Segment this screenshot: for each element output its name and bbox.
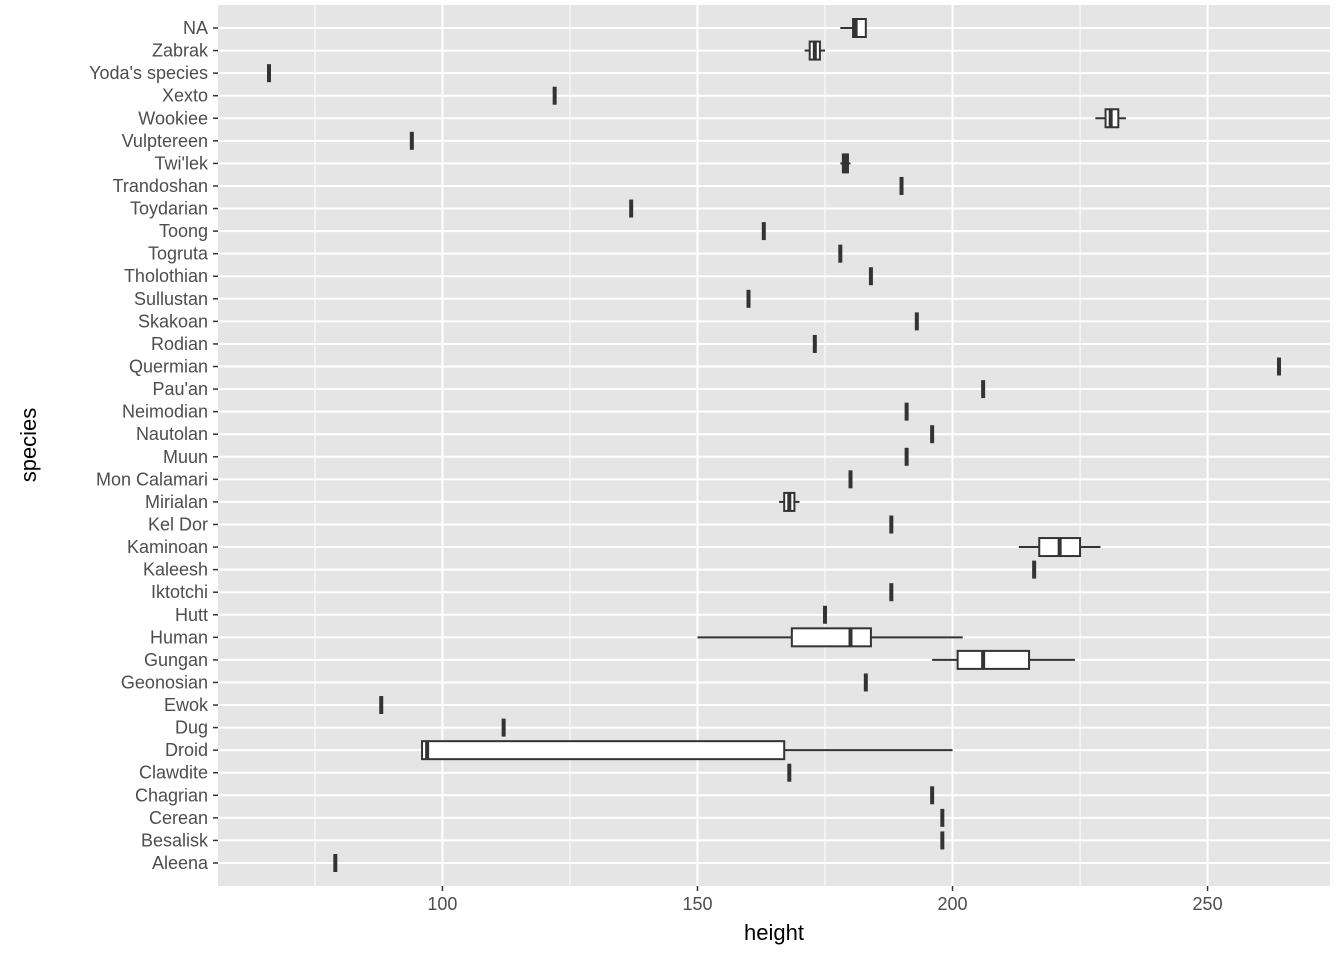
y-tick-label: Zabrak xyxy=(152,41,209,61)
y-tick-label: Chagrian xyxy=(135,785,208,805)
y-tick-label: Kaleesh xyxy=(143,560,208,580)
y-tick-label: Wookiee xyxy=(138,108,208,128)
y-tick-label: Tholothian xyxy=(124,266,208,286)
y-tick-label: Trandoshan xyxy=(113,176,208,196)
y-tick-label: Dug xyxy=(175,718,208,738)
y-tick-label: Kel Dor xyxy=(148,514,208,534)
y-tick-label: Geonosian xyxy=(121,672,208,692)
box-iqr xyxy=(421,740,786,761)
x-axis-title: height xyxy=(744,920,804,945)
y-tick-label: Droid xyxy=(165,740,208,760)
y-tick-label: Pau'an xyxy=(153,379,209,399)
box-iqr xyxy=(956,649,1031,670)
y-tick-label: Mon Calamari xyxy=(96,469,208,489)
y-tick-label: Toydarian xyxy=(130,199,208,219)
y-tick-label: Toong xyxy=(159,221,208,241)
y-tick-label: Twi'lek xyxy=(155,153,209,173)
x-tick-label: 250 xyxy=(1193,894,1223,914)
y-tick-label: Clawdite xyxy=(139,763,208,783)
y-tick-label: Mirialan xyxy=(145,492,208,512)
y-tick-label: Sullustan xyxy=(134,289,208,309)
box-iqr xyxy=(790,627,872,648)
y-tick-label: Iktotchi xyxy=(151,582,208,602)
box-na xyxy=(840,18,867,38)
x-tick-label: 150 xyxy=(682,894,712,914)
y-tick-label: Gungan xyxy=(144,650,208,670)
y-tick-label: Togruta xyxy=(148,244,209,264)
plot-panel xyxy=(218,5,1330,886)
box-gungan xyxy=(932,649,1075,670)
y-tick-label: Aleena xyxy=(152,853,209,873)
y-tick-label: Vulptereen xyxy=(122,131,208,151)
y-tick-label: Muun xyxy=(163,447,208,467)
y-tick-label: Kaminoan xyxy=(127,537,208,557)
gridlines xyxy=(218,5,1330,886)
y-tick-label: Cerean xyxy=(149,808,208,828)
box-droid xyxy=(421,740,953,761)
y-tick-label: Nautolan xyxy=(136,424,208,444)
box-kaminoan xyxy=(1018,537,1101,558)
box-human xyxy=(697,627,963,648)
y-tick-label: Besalisk xyxy=(141,830,209,850)
y-tick-label: Hutt xyxy=(175,605,208,625)
x-axis-ticks: 100 150 200 250 xyxy=(427,886,1223,914)
y-axis-title: species xyxy=(16,408,41,483)
y-tick-label: Ewok xyxy=(164,695,209,715)
y-tick-label: Rodian xyxy=(151,334,208,354)
boxes xyxy=(267,18,1281,872)
y-tick-label: Yoda's species xyxy=(89,63,208,83)
y-tick-label: Neimodian xyxy=(122,402,208,422)
x-tick-label: 200 xyxy=(938,894,968,914)
y-tick-label: Xexto xyxy=(162,86,208,106)
box-wookiee xyxy=(1095,108,1126,129)
y-tick-label: Quermian xyxy=(129,357,208,377)
y-tick-label: Human xyxy=(150,627,208,647)
x-tick-label: 100 xyxy=(427,894,457,914)
box-twi-lek xyxy=(840,153,851,174)
box-zabrak xyxy=(804,40,826,61)
y-tick-label: Skakoan xyxy=(138,311,208,331)
box-mirialan xyxy=(779,491,800,512)
y-tick-label: NA xyxy=(183,18,208,38)
